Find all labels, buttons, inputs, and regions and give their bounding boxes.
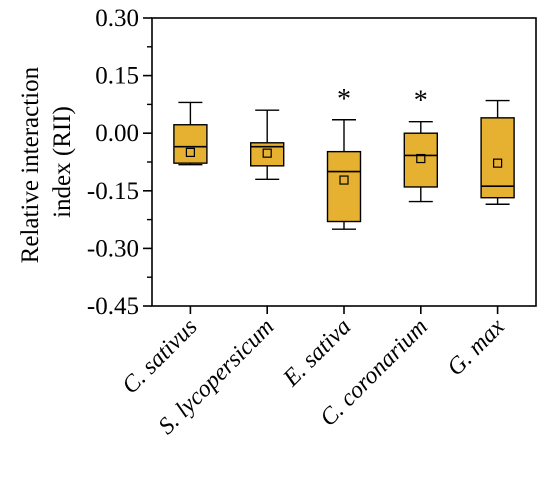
significance-label: * <box>337 84 351 115</box>
mean-marker <box>493 158 503 168</box>
mean-marker <box>339 175 349 185</box>
y-axis-title-line1: Relative interaction <box>17 66 44 263</box>
x-category-label: E. sativa <box>278 314 356 392</box>
mean-marker <box>262 148 272 158</box>
axes: 0.30 0.15 0.00 -0.15 -0.30 -0.45 <box>87 5 537 320</box>
box-iqr <box>326 150 362 223</box>
significance-label: * <box>414 86 428 117</box>
box-iqr <box>173 124 208 164</box>
y-tick-label: -0.15 <box>87 178 139 205</box>
mean-marker <box>185 147 195 157</box>
y-axis-title: Relative interaction index (RII) <box>17 61 76 264</box>
box-group <box>480 99 515 205</box>
y-tick-label: 0.30 <box>95 5 139 32</box>
box-iqr <box>480 117 515 199</box>
y-tick-label: 0.00 <box>95 120 139 147</box>
box-iqr <box>403 132 438 188</box>
box-group: * <box>326 84 362 230</box>
box-iqr <box>249 142 285 167</box>
y-tick-label: 0.15 <box>95 63 139 90</box>
box-group: * <box>403 86 438 203</box>
mean-marker <box>416 153 426 164</box>
box-group <box>173 101 208 166</box>
box-series: * * <box>173 84 515 230</box>
y-tick-label: -0.30 <box>87 235 139 262</box>
y-axis-title-line2: index (RII) <box>49 106 76 218</box>
box-group <box>249 109 285 180</box>
x-category-label: G. max <box>442 314 510 382</box>
y-tick-label: -0.45 <box>87 293 139 320</box>
